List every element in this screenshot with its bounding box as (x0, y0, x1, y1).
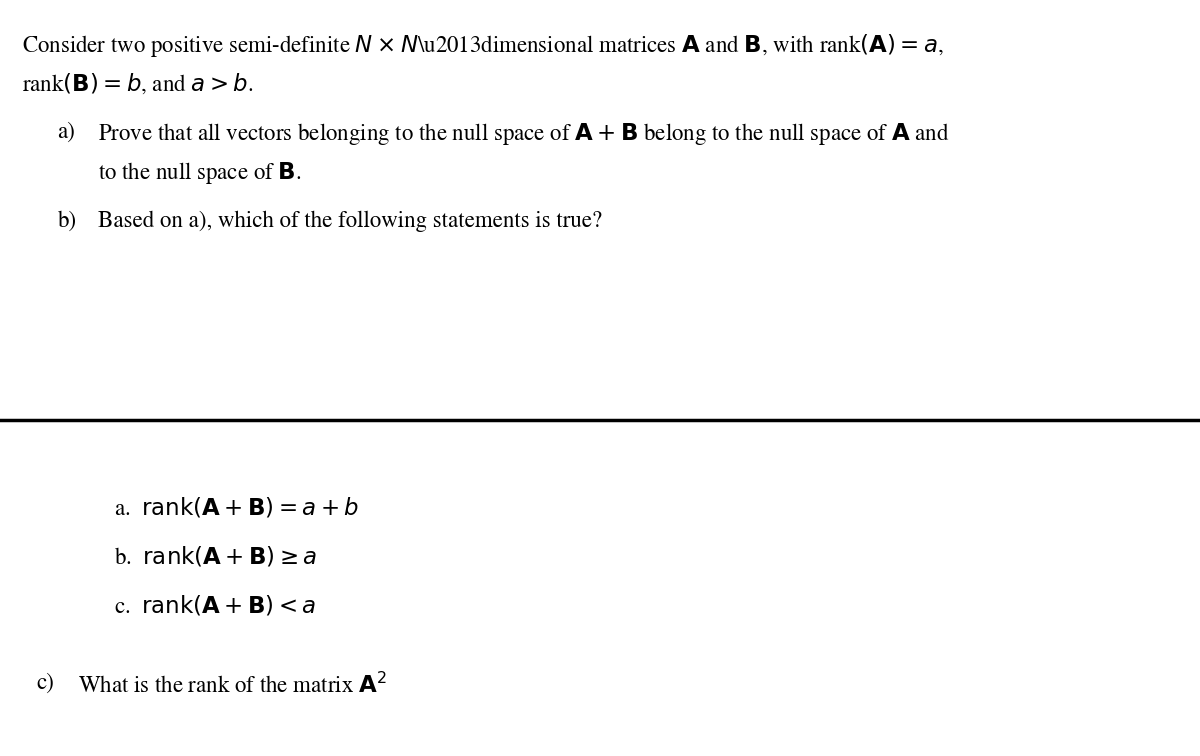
Text: Based on a), which of the following statements is true?: Based on a), which of the following stat… (98, 210, 602, 231)
Text: rank$(\mathbf{B}) = b$, and $a > b$.: rank$(\mathbf{B}) = b$, and $a > b$. (22, 72, 253, 97)
Text: a.  $\mathrm{rank}(\mathbf{A}+\mathbf{B}) = a+b$: a. $\mathrm{rank}(\mathbf{A}+\mathbf{B})… (114, 495, 359, 519)
Text: a): a) (58, 121, 76, 142)
Text: Consider two positive semi-definite $N \times N$\u2013dimensional matrices $\mat: Consider two positive semi-definite $N \… (22, 32, 943, 59)
Text: Prove that all vectors belonging to the null space of $\mathbf{A}+\mathbf{B}$ be: Prove that all vectors belonging to the … (98, 121, 950, 147)
Text: b): b) (58, 210, 77, 231)
Text: c): c) (36, 673, 54, 694)
Text: What is the rank of the matrix $\mathbf{A}^2$: What is the rank of the matrix $\mathbf{… (78, 673, 386, 698)
Text: c.  $\mathrm{rank}(\mathbf{A}+\mathbf{B}) < a$: c. $\mathrm{rank}(\mathbf{A}+\mathbf{B})… (114, 593, 316, 618)
Text: to the null space of $\mathbf{B}$.: to the null space of $\mathbf{B}$. (98, 160, 301, 186)
Text: b.  $\mathrm{rank}(\mathbf{A}+\mathbf{B}) \geq a$: b. $\mathrm{rank}(\mathbf{A}+\mathbf{B})… (114, 544, 318, 569)
